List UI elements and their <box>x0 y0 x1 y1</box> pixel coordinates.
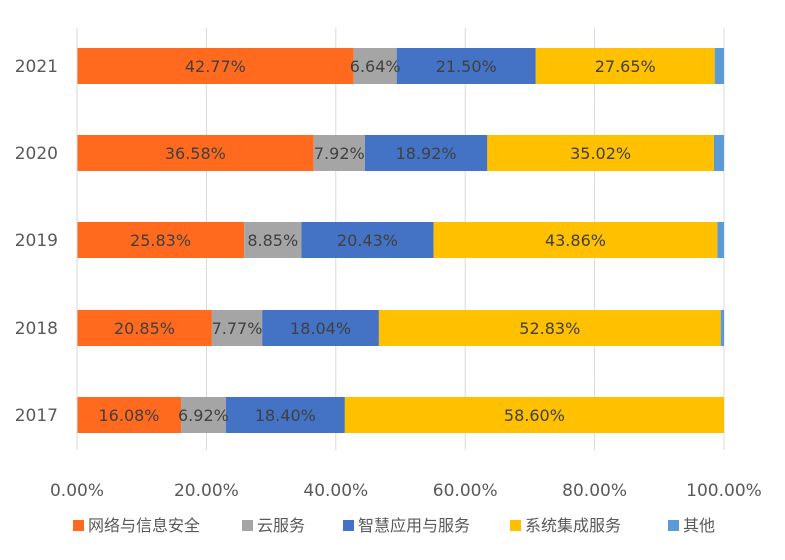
bar-segment <box>301 222 434 258</box>
bar-segment <box>378 310 721 346</box>
bar-segment <box>77 310 212 346</box>
data-label: 27.65% <box>595 57 656 76</box>
x-tick-label: 100.00% <box>686 481 762 501</box>
legend-swatch <box>242 520 253 531</box>
data-label: 36.58% <box>165 144 226 163</box>
bar-segment <box>717 222 724 258</box>
data-labels: 42.77% 6.64% 21.50% 27.65% 36.58% 7.92% 18.92%… <box>99 57 656 425</box>
bar-segment <box>713 135 724 171</box>
bar-segment <box>77 222 245 258</box>
bar-segment <box>353 48 397 84</box>
x-tick-label: 20.00% <box>174 481 239 501</box>
data-label: 18.92% <box>396 144 457 163</box>
bar-segment <box>344 397 724 433</box>
bars <box>77 48 724 433</box>
data-label: 6.92% <box>178 406 229 425</box>
bar-segment <box>433 222 718 258</box>
legend-swatch <box>510 520 521 531</box>
bar-segment <box>313 135 365 171</box>
data-label: 6.64% <box>350 57 401 76</box>
bar-segment <box>225 397 345 433</box>
bar-segment <box>714 48 724 84</box>
legend-label: 智慧应用与服务 <box>358 516 470 535</box>
data-label: 16.08% <box>99 406 160 425</box>
data-label: 43.86% <box>545 231 606 250</box>
category-label: 2020 <box>15 144 58 164</box>
data-label: 58.60% <box>504 406 565 425</box>
legend-label: 云服务 <box>257 516 305 535</box>
legend-label: 其他 <box>683 516 715 535</box>
bar-segment <box>181 397 226 433</box>
axes: 0.00% 20.00% 40.00% 60.00% 80.00% 100.00% 2021… <box>15 28 762 501</box>
data-label: 52.83% <box>519 319 580 338</box>
bar-segment <box>77 48 354 84</box>
x-tick-label: 80.00% <box>562 481 627 501</box>
category-label: 2019 <box>15 231 58 251</box>
legend-label: 系统集成服务 <box>525 516 621 535</box>
bar-segment <box>244 222 302 258</box>
data-label: 21.50% <box>436 57 497 76</box>
data-label: 35.02% <box>570 144 631 163</box>
x-tick-label: 40.00% <box>303 481 368 501</box>
legend-label: 网络与信息安全 <box>88 516 200 535</box>
data-label: 20.85% <box>114 319 175 338</box>
legend-swatch <box>343 520 354 531</box>
legend: 网络与信息安全 云服务 智慧应用与服务 系统集成服务 其他 <box>73 516 715 535</box>
bar-segment <box>77 397 182 433</box>
data-label: 7.92% <box>314 144 365 163</box>
data-label: 18.04% <box>290 319 351 338</box>
bar-segment <box>396 48 536 84</box>
data-label: 20.43% <box>337 231 398 250</box>
bar-segment <box>77 135 314 171</box>
bar-segment <box>262 310 379 346</box>
data-label: 25.83% <box>130 231 191 250</box>
bar-segment <box>211 310 263 346</box>
category-label: 2021 <box>15 57 58 77</box>
x-tick-label: 60.00% <box>433 481 498 501</box>
legend-swatch <box>73 520 84 531</box>
bar-segment <box>487 135 714 171</box>
bar-segment <box>364 135 488 171</box>
category-label: 2017 <box>15 406 58 426</box>
legend-swatch <box>668 520 679 531</box>
data-label: 7.77% <box>212 319 263 338</box>
bar-segment <box>535 48 715 84</box>
data-label: 8.85% <box>247 231 298 250</box>
data-label: 42.77% <box>185 57 246 76</box>
data-label: 18.40% <box>255 406 316 425</box>
bar-segment <box>720 310 724 346</box>
x-tick-label: 0.00% <box>50 481 104 501</box>
category-label: 2018 <box>15 319 58 339</box>
